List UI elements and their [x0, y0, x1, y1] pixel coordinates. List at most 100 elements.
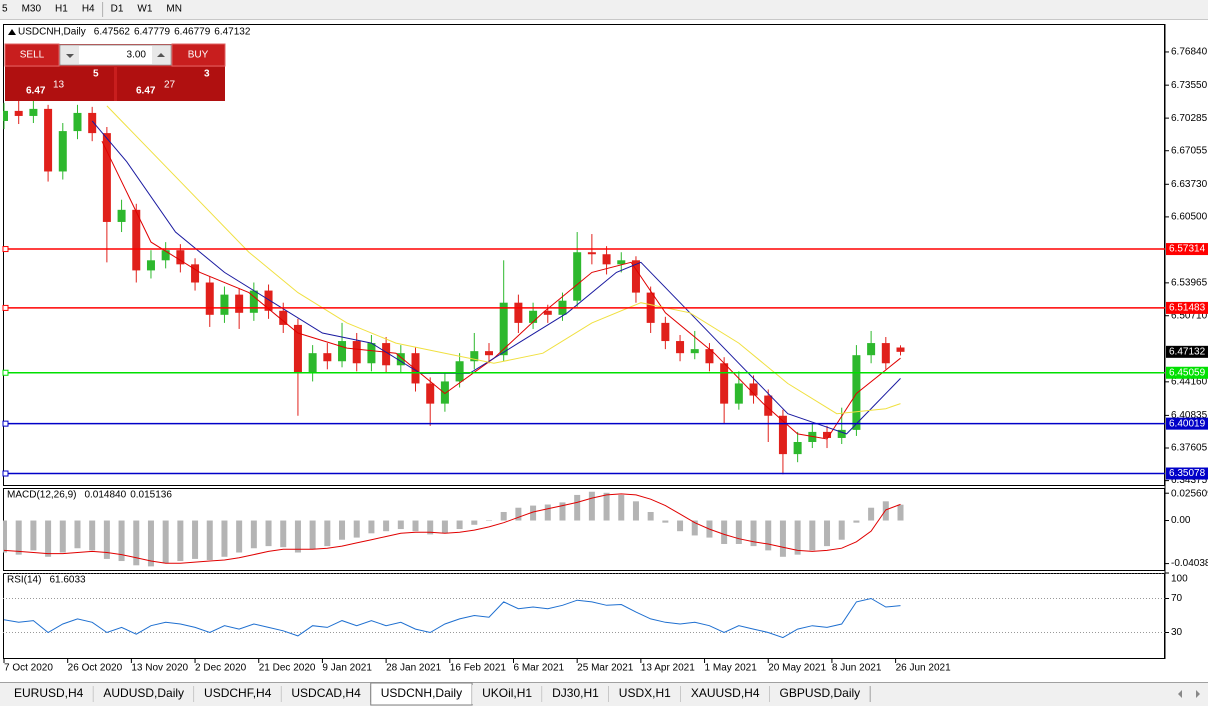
timeframe-button[interactable]: D1: [111, 4, 124, 15]
y-tick-label: 70: [1171, 593, 1183, 604]
candle-body: [587, 252, 596, 255]
timeframe-button[interactable]: H1: [55, 4, 68, 15]
tab[interactable]: [281, 685, 371, 704]
candle-body: [308, 353, 317, 374]
macd-bar: [765, 520, 772, 551]
tab-label[interactable]: XAUUSD,H4: [691, 686, 760, 700]
collapse-icon[interactable]: [8, 29, 16, 35]
candle-body: [734, 383, 743, 404]
y-tick-label: -0.040386: [1171, 558, 1208, 569]
volume-field[interactable]: [59, 44, 172, 66]
tab-label[interactable]: DJ30,H1: [552, 686, 599, 700]
tab[interactable]: [194, 685, 282, 704]
tab-label[interactable]: EURUSD,H4: [14, 686, 84, 700]
ask-pips: 27: [164, 80, 176, 91]
tab[interactable]: [4, 685, 94, 704]
tab[interactable]: [542, 685, 609, 704]
tab-label[interactable]: USDCAD,H4: [291, 686, 361, 700]
macd-bar: [368, 520, 375, 534]
tab-label[interactable]: USDX,H1: [619, 686, 671, 700]
tab-label[interactable]: USDCHF,H4: [204, 686, 272, 700]
y-tick-label: 30: [1171, 627, 1183, 638]
macd-bar: [397, 520, 404, 530]
buy-button[interactable]: [171, 43, 226, 67]
indicator-value: 0.015136: [130, 490, 172, 501]
macd-bar: [103, 520, 110, 559]
candle-body: [764, 395, 773, 416]
candle-body: [749, 383, 758, 396]
timeframe-button[interactable]: 5: [2, 4, 8, 15]
ohlc-value: 6.46779: [174, 27, 211, 38]
macd-bar: [544, 504, 551, 521]
candle-body: [661, 322, 670, 342]
macd-bar: [441, 520, 448, 534]
candle-body: [881, 343, 890, 364]
sell-button[interactable]: [4, 43, 60, 67]
volume-value[interactable]: 3.00: [127, 50, 147, 61]
macd-bar: [324, 520, 331, 547]
level-handle: [2, 304, 9, 311]
candle-body: [176, 250, 185, 265]
level-price-box: [1166, 301, 1208, 314]
tab-label[interactable]: AUDUSD,Daily: [103, 686, 184, 700]
tab-label[interactable]: USDCNH,Daily: [381, 686, 462, 700]
macd-bar: [677, 520, 684, 532]
macd-bar: [89, 520, 96, 551]
tab[interactable]: [93, 685, 195, 704]
candle-body: [58, 131, 67, 172]
y-tick-label: 6.73550: [1171, 80, 1208, 91]
ask-point: 3: [204, 69, 210, 80]
candle-body: [279, 310, 288, 325]
arrow-up: [157, 53, 165, 57]
level-handle: [2, 470, 9, 477]
tab-label[interactable]: UKOil,H1: [482, 686, 532, 700]
timeframe-button[interactable]: H4: [82, 4, 95, 15]
macd-bar: [809, 520, 816, 551]
macd-bar: [45, 520, 52, 557]
y-tick-label: 6.53965: [1171, 278, 1208, 289]
ask-box[interactable]: [117, 67, 225, 101]
timeframe-button[interactable]: MN: [166, 4, 182, 15]
x-tick-label: 8 Jun 2021: [832, 663, 882, 674]
candle-body: [514, 302, 523, 323]
macd-plot: [3, 491, 904, 567]
tab[interactable]: [608, 685, 681, 704]
candle-body: [44, 108, 53, 172]
timeframe-button[interactable]: W1: [137, 4, 152, 15]
candle-body: [617, 260, 626, 265]
level-price: 6.51483: [1169, 303, 1206, 314]
tab-label[interactable]: GBPUSD,Daily: [780, 686, 861, 700]
macd-bar: [632, 501, 639, 521]
tab[interactable]: [680, 685, 770, 704]
candle-body: [132, 209, 141, 271]
axes: 6.76840 6.73550 6.70285 6.67055 6.63730 6.605…: [2, 24, 1208, 674]
candle-body: [690, 349, 699, 354]
candle-body: [88, 112, 97, 134]
tab[interactable]: [472, 685, 543, 704]
one-click-trading: SELL 3.00 BUY 6.47 13 5 6.47 27 3: [4, 43, 226, 101]
buy-label[interactable]: BUY: [188, 50, 209, 61]
macd-bar: [383, 520, 390, 532]
level-price: 6.45059: [1169, 367, 1206, 378]
toolbar: [0, 0, 1208, 20]
macd-bar: [294, 520, 301, 553]
macd-bar: [265, 520, 272, 547]
timeframe-button[interactable]: M30: [22, 4, 42, 15]
tab[interactable]: [769, 685, 871, 704]
x-tick-label: 13 Apr 2021: [641, 663, 695, 674]
ask-big: 6.47: [136, 86, 156, 97]
macd-bar: [897, 504, 904, 521]
ohlc-value: 6.47132: [214, 27, 251, 38]
sell-label[interactable]: SELL: [20, 50, 45, 61]
tab-scroll-left[interactable]: [1178, 690, 1182, 698]
macd-bar: [177, 520, 184, 562]
bid-box[interactable]: [5, 67, 114, 101]
level-price: 6.35078: [1169, 468, 1206, 479]
candle-body: [338, 341, 347, 362]
x-tick-label: 21 Dec 2020: [259, 663, 316, 674]
candle-body: [778, 415, 787, 455]
tab-scroll-right[interactable]: [1196, 690, 1200, 698]
candle-body: [205, 282, 214, 315]
